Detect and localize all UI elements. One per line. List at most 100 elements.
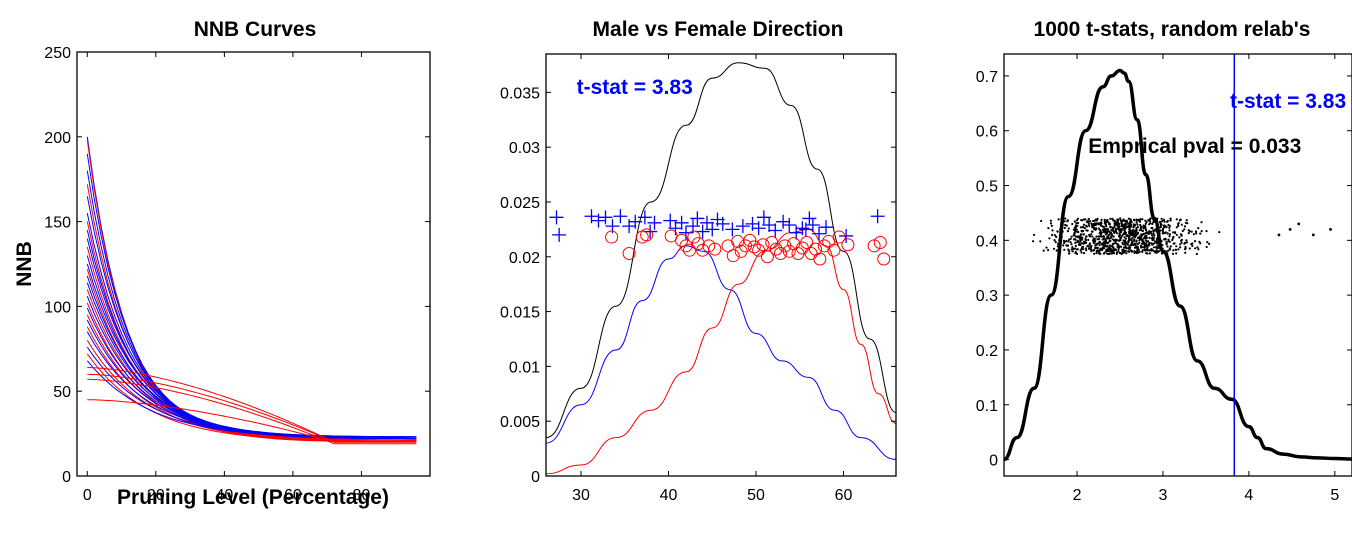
tstat-point (1073, 220, 1076, 223)
tstat-point (1111, 226, 1114, 229)
male-point (756, 210, 771, 225)
tstat-point (1051, 233, 1054, 237)
tstat-point (1087, 238, 1090, 241)
tstat-point (1072, 247, 1075, 251)
plot-frame (76, 51, 431, 477)
tstat-point (1141, 218, 1144, 221)
female-point (675, 233, 689, 247)
tstat-point (1131, 242, 1134, 246)
tstat-point (1172, 231, 1175, 234)
tstat-point (1093, 241, 1096, 244)
tstat-point (1169, 245, 1172, 248)
nnb-curve (86, 263, 417, 438)
tstat-point (1311, 233, 1315, 237)
tstat-point (1163, 232, 1166, 235)
tstat-point (1185, 241, 1188, 244)
nnb-curve (86, 229, 417, 440)
tstat-point (1074, 252, 1077, 255)
tstat-point (1118, 233, 1121, 236)
tstat-point (1130, 233, 1133, 236)
curve-group (1004, 54, 1352, 476)
y-axis-label: NNB (13, 241, 36, 287)
tstat-point (1141, 229, 1144, 232)
tstat-point (1146, 245, 1149, 249)
male-point (663, 213, 678, 228)
tstat-point (1088, 243, 1091, 246)
tstat-point (1102, 230, 1105, 234)
tstat-point (1063, 226, 1066, 229)
tstat-point (1116, 242, 1119, 245)
tstat-point (1049, 222, 1053, 225)
tstat-point (1187, 232, 1190, 235)
tstat-point (1076, 217, 1080, 220)
x-tick-label: 30 (572, 487, 590, 504)
tstat-point (1122, 251, 1125, 254)
chart-title: Male vs Female Direction (593, 18, 844, 41)
tstat-point (1117, 218, 1120, 221)
y-tick-label: 50 (53, 384, 71, 401)
tstat-point (1093, 219, 1096, 222)
tstat-point (1100, 218, 1103, 221)
tstat-density-line (1004, 68, 1352, 462)
tstat-point (1085, 224, 1088, 227)
tstat-point (1153, 229, 1156, 232)
male-point (695, 224, 710, 239)
tstat-point (1113, 224, 1116, 227)
tstat-point (1136, 223, 1139, 226)
female-point (640, 228, 654, 242)
tstat-point (1033, 233, 1036, 236)
female-point (622, 246, 636, 260)
tstat-point (1092, 239, 1095, 242)
tstat-point (1108, 240, 1111, 243)
tstat-point (1096, 222, 1099, 225)
overall-density-line (546, 62, 896, 439)
tstat-point (1048, 237, 1051, 240)
tstat-point (1092, 226, 1096, 229)
tstat-point (1082, 248, 1085, 251)
tstat-point (1091, 230, 1094, 233)
tstat-point (1109, 250, 1112, 253)
tstat-point (1117, 228, 1120, 231)
male-point (679, 225, 693, 240)
tstat-point (1206, 241, 1209, 244)
tstat-point (1074, 241, 1077, 244)
tstat-point (1090, 248, 1093, 251)
tstat-point (1092, 219, 1095, 223)
tstat-point (1329, 227, 1332, 231)
male-point (735, 219, 750, 234)
male-point (591, 213, 606, 228)
tstat-point (1116, 239, 1119, 242)
tstat-point (1096, 217, 1099, 220)
male-point (705, 222, 720, 237)
female-point (679, 239, 693, 253)
tstat-point (1082, 245, 1085, 248)
tstat-point (1093, 222, 1096, 225)
tstat-point (1200, 230, 1203, 233)
x-tick-label: 60 (835, 487, 853, 504)
tstat-point (1076, 230, 1080, 233)
tstat-point (1068, 238, 1071, 241)
tstat-point (1104, 223, 1107, 226)
tstat-point (1094, 246, 1097, 249)
tstat-point (1107, 230, 1110, 233)
male-point (674, 215, 689, 230)
tstat-point (1087, 217, 1090, 221)
male-point (647, 215, 662, 230)
tstat-point (1104, 250, 1107, 253)
tstat-point (1179, 246, 1182, 249)
tstat-point (1090, 233, 1093, 236)
tstat-point (1106, 244, 1109, 247)
tstat-point (1103, 218, 1106, 221)
tstat-point (1063, 240, 1066, 243)
tstat-point (1145, 236, 1148, 240)
female-point (765, 236, 779, 250)
x-tick-label: 4 (1244, 487, 1253, 504)
tstat-point (1109, 236, 1112, 239)
male-point (802, 211, 817, 226)
nnb-curve (86, 340, 417, 441)
tstat-point (1208, 242, 1211, 245)
tstat-point (1096, 238, 1099, 241)
tstat-point (1080, 247, 1083, 251)
male-point (805, 217, 820, 232)
tstat-point (1136, 231, 1139, 235)
